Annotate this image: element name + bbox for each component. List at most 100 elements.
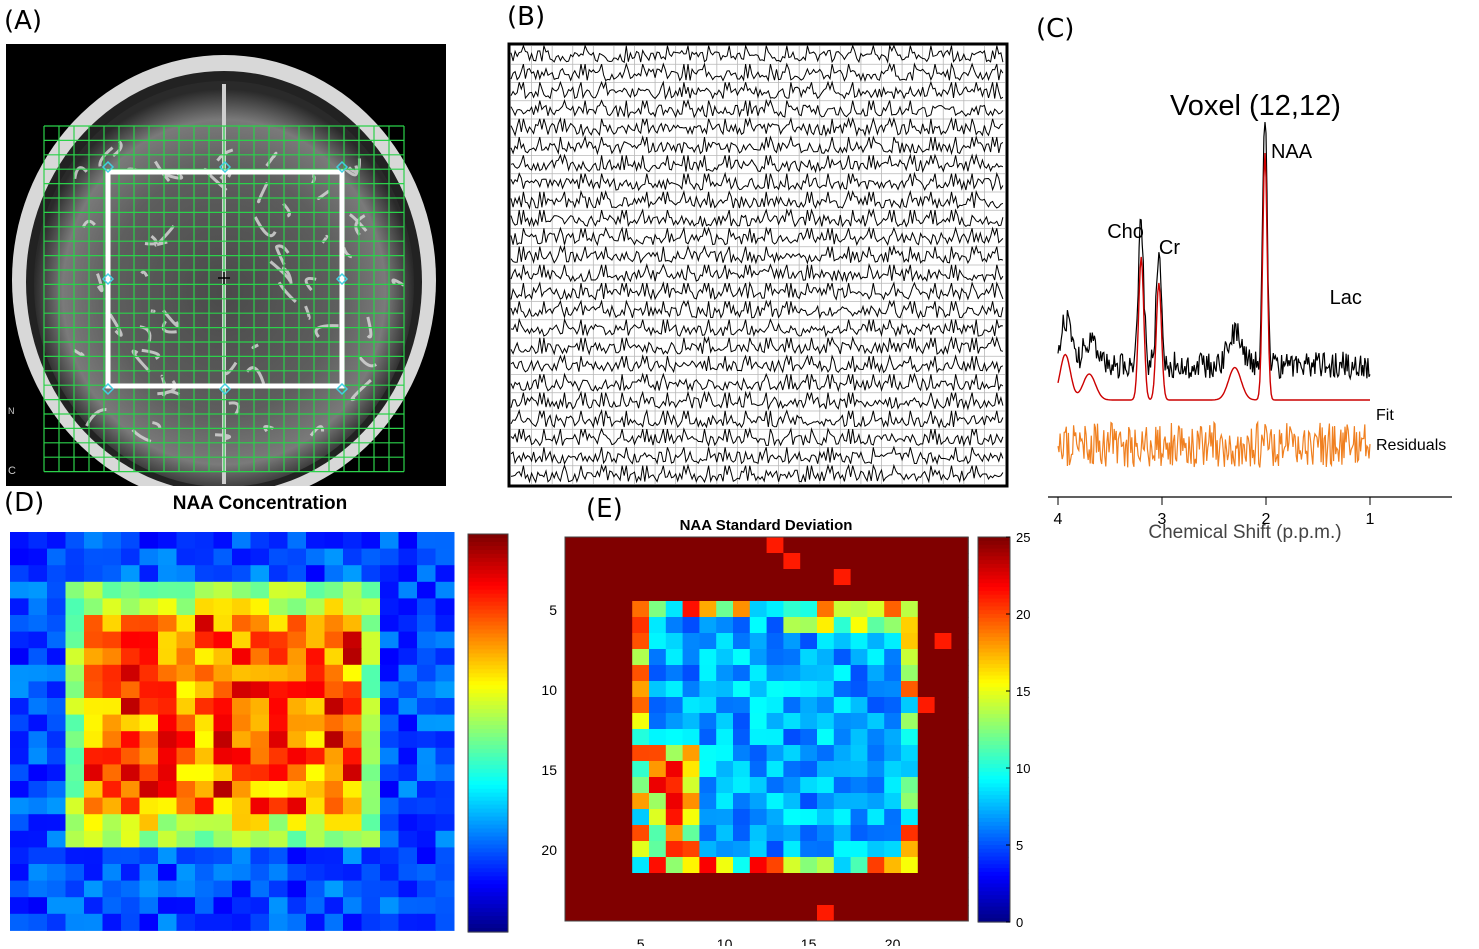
heatmap-cell <box>139 581 159 599</box>
heatmap-cell <box>901 697 919 714</box>
heatmap-cell <box>951 761 969 778</box>
heatmap-cell <box>121 731 140 749</box>
heatmap-cell <box>158 565 177 583</box>
heatmap-cell <box>850 537 868 554</box>
heatmap-cell <box>783 809 801 826</box>
heatmap-cell <box>269 615 288 633</box>
heatmap-cell <box>565 761 583 778</box>
heatmap-cell <box>10 897 29 915</box>
heatmap-cell <box>783 601 801 618</box>
heatmap-cell <box>565 793 583 810</box>
heatmap-cell <box>435 548 455 566</box>
heatmap-cell <box>10 615 29 633</box>
heatmap-cell <box>361 664 381 682</box>
heatmap-cell <box>716 713 734 730</box>
heatmap-cell <box>716 761 734 778</box>
heatmap-cell <box>749 841 768 858</box>
heatmap-cell <box>901 841 919 858</box>
heatmap-cell <box>867 633 885 650</box>
heatmap-cell <box>176 764 196 782</box>
heatmap-cell <box>665 697 684 714</box>
heatmap-cell <box>867 857 885 874</box>
heatmap-cell <box>800 537 818 554</box>
heatmap-cell <box>749 825 768 842</box>
heatmap-cell <box>435 797 455 815</box>
heatmap-cell <box>833 793 852 810</box>
heatmap-cell <box>749 809 768 826</box>
heatmap-cell <box>682 601 700 618</box>
heatmap-cell <box>213 664 233 682</box>
heatmap-cell <box>84 897 103 915</box>
heatmap-cell <box>632 777 650 794</box>
heatmap-cell <box>884 857 902 874</box>
heatmap-cell <box>850 633 868 650</box>
heatmap-cell <box>269 764 288 782</box>
heatmap-cell <box>47 880 66 898</box>
heatmap-cell <box>716 825 734 842</box>
heatmap-cell <box>269 913 288 931</box>
x-axis-label: Chemical Shift (p.p.m.) <box>1148 522 1341 543</box>
heatmap-cell <box>565 697 583 714</box>
heatmap-cell <box>232 581 251 599</box>
heatmap-cell <box>699 889 717 906</box>
heatmap-cell <box>783 617 801 634</box>
heatmap-cell <box>361 731 381 749</box>
heatmap-cell <box>10 797 29 815</box>
heatmap-cell <box>632 665 650 682</box>
heatmap-cell <box>682 889 700 906</box>
heatmap-cell <box>47 781 66 799</box>
heatmap-cell <box>306 864 325 882</box>
heatmap-cell <box>649 841 667 858</box>
heatmap-cell <box>435 913 455 931</box>
heatmap-cell <box>833 809 852 826</box>
heatmap-cell <box>10 681 29 699</box>
heatmap-cell <box>951 777 969 794</box>
heatmap-cell <box>598 857 616 874</box>
heatmap-cell <box>398 797 418 815</box>
heatmap-cell <box>733 841 751 858</box>
heatmap-cell <box>934 729 952 746</box>
heatmap-cell <box>65 714 85 732</box>
heatmap-cell <box>833 665 852 682</box>
colorbar-tick-label: 15 <box>1016 684 1030 699</box>
heatmap-cell <box>250 747 270 765</box>
heatmap-cell <box>665 905 684 922</box>
heatmap-cell <box>917 889 936 906</box>
heatmap-cell <box>102 830 122 848</box>
heatmap-cell <box>901 617 919 634</box>
heatmap-cell <box>783 761 801 778</box>
heatmap-cell <box>324 814 344 832</box>
heatmap-cell <box>139 797 159 815</box>
heatmap-cell <box>232 548 251 566</box>
heatmap-cell <box>615 873 633 890</box>
heatmap-cell <box>716 665 734 682</box>
heatmap-cell <box>195 698 214 716</box>
heatmap-cell <box>884 601 902 618</box>
heatmap-cell <box>733 617 751 634</box>
heatmap-cell <box>649 569 667 586</box>
heatmap-cell <box>361 598 381 616</box>
heatmap-cell <box>250 565 270 583</box>
heatmap-cell <box>733 793 751 810</box>
heatmap-cell <box>850 873 868 890</box>
heatmap-cell <box>951 729 969 746</box>
heatmap-cell <box>632 873 650 890</box>
heatmap-cell <box>800 569 818 586</box>
heatmap-cell <box>324 664 344 682</box>
heatmap-cell <box>867 889 885 906</box>
heatmap-cell <box>649 857 667 874</box>
heatmap-cell <box>800 857 818 874</box>
heatmap-cell <box>598 585 616 602</box>
heatmap-cell <box>783 777 801 794</box>
heatmap-cell <box>817 809 835 826</box>
series-data-line <box>1057 121 1371 381</box>
heatmap-cell <box>213 714 233 732</box>
peak-label-cho: Cho <box>1107 221 1144 243</box>
heatmap-cell <box>306 698 325 716</box>
heatmap-cell <box>324 847 344 865</box>
heatmap-cell <box>306 781 325 799</box>
heatmap-cell <box>287 913 307 931</box>
heatmap-cell <box>250 913 270 931</box>
heatmap-cell <box>417 847 436 865</box>
heatmap-cell <box>766 633 784 650</box>
